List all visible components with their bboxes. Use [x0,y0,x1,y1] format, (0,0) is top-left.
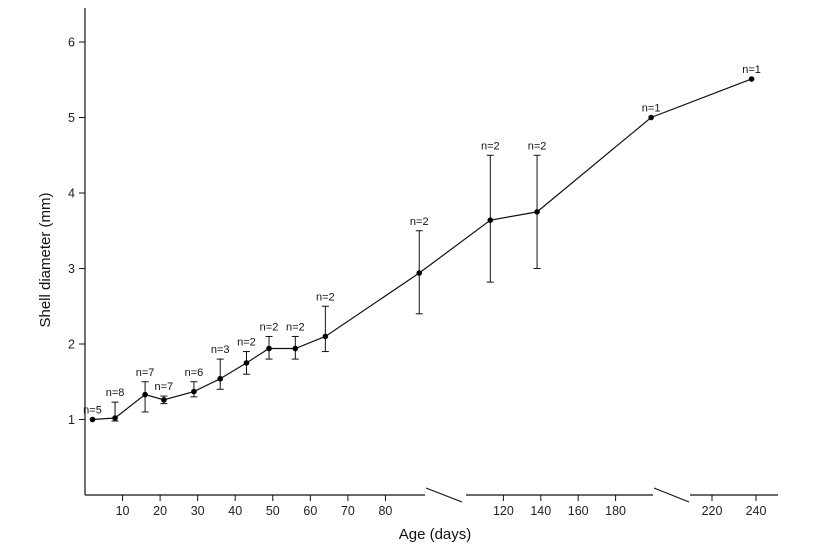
x-tick-label: 120 [493,504,514,518]
sample-size-label: n=2 [260,321,279,333]
data-point [266,345,272,352]
sample-size-label: n=2 [481,140,500,152]
sample-size-label: n=3 [211,344,230,356]
error-bar [321,305,329,353]
x-tick-label: 180 [605,504,626,518]
sample-size-label: n=6 [185,367,204,379]
x-tick-label: 30 [191,504,205,518]
data-point [487,217,494,223]
sample-size-label: n=5 [83,405,102,417]
sample-size-label: n=2 [237,337,256,349]
y-axis: 1 2 3 4 5 6 [68,8,86,495]
y-tick-label: 5 [68,111,75,125]
data-point [648,114,654,121]
sample-size-label: n=2 [316,291,335,303]
x-tick-label: 20 [153,504,167,518]
data-point [416,270,423,276]
data-point [292,345,299,352]
axis-break-mark [653,487,690,503]
x-tick-label: 40 [228,504,242,518]
sample-size-label: n=8 [106,387,125,399]
data-point [748,76,755,82]
sample-size-label: n=2 [528,140,547,152]
sample-size-label: n=2 [410,216,429,228]
y-axis-title: Shell diameter (mm) [37,192,54,327]
axis-break-mark [425,487,463,503]
x-axis: 10 20 30 40 50 60 70 80 120 140 160 180 220 240 [85,487,778,518]
sample-size-label: n=1 [742,64,761,76]
data-point [112,415,118,421]
data-point [534,209,540,215]
x-tick-label: 60 [303,504,317,518]
x-tick-label: 220 [702,504,723,518]
x-tick-label: 50 [266,504,280,518]
sample-size-label: n=1 [642,103,661,115]
data-point [89,416,96,423]
y-tick-label: 1 [68,413,75,427]
x-tick-label: 160 [568,504,589,518]
data-point [322,333,329,340]
x-axis-title: Age (days) [399,526,472,543]
sample-size-label: n=2 [286,321,305,333]
x-tick-label: 70 [341,504,355,518]
y-tick-label: 2 [68,338,75,352]
x-tick-label: 240 [746,504,767,518]
data-point [191,388,197,395]
error-bar [216,358,224,390]
x-tick-label: 80 [378,504,392,518]
data-point [142,391,148,398]
x-tick-label: 10 [116,504,130,518]
y-tick-label: 3 [68,262,75,276]
x-tick-label: 140 [530,504,551,518]
sample-size-label: n=7 [136,367,155,379]
data-point [243,360,250,366]
sample-size-label: n=7 [155,381,174,393]
data-point [161,397,167,403]
data-point [217,375,223,382]
y-tick-label: 4 [68,187,75,201]
plot-area: n=5 n=8 n=7n=7 n=6 n=3 n=2 n=2 n=2 n=2 n=2 n=2 n=2 n… [83,64,761,423]
y-tick-label: 6 [68,36,75,50]
